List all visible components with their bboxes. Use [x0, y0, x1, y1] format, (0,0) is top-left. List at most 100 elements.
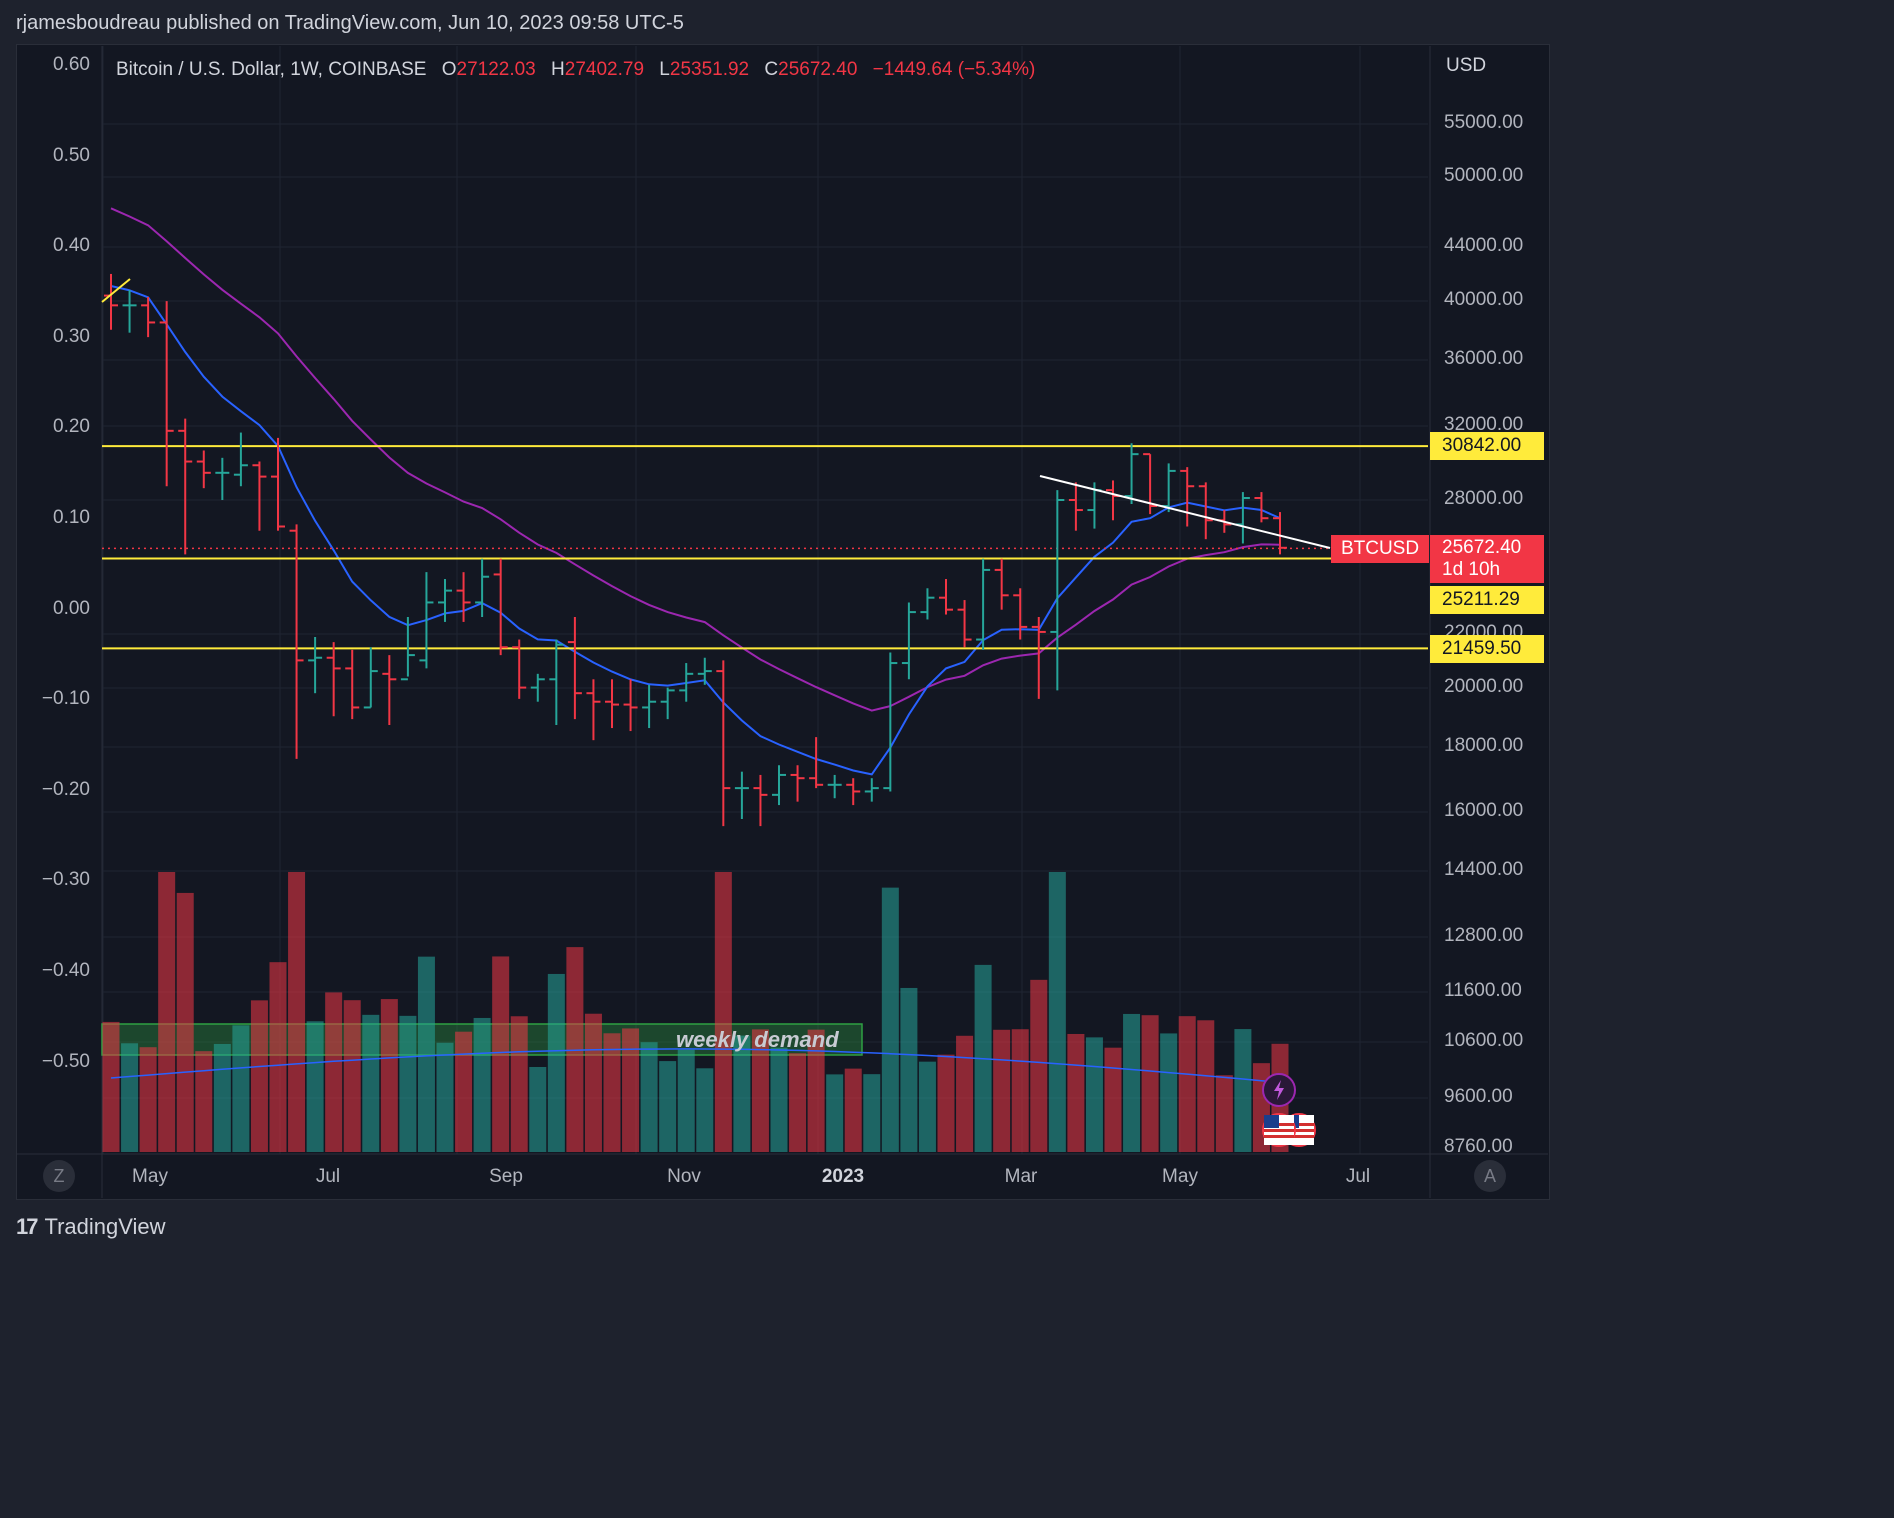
volume-bar — [380, 999, 398, 1152]
right-axis-tick: 10600.00 — [1444, 1030, 1524, 1051]
volume-bar — [770, 1047, 788, 1152]
volume-bar — [789, 1053, 807, 1152]
volume-bar — [603, 1033, 621, 1152]
left-axis-tick: 0.20 — [53, 416, 90, 438]
volume-bar — [306, 1021, 324, 1152]
level-bottom-tag: 21459.50 — [1430, 635, 1544, 663]
volume-bar — [900, 987, 918, 1152]
left-axis-tick: −0.50 — [41, 1050, 90, 1072]
volume-bar — [195, 1051, 213, 1152]
right-axis-tick: 36000.00 — [1444, 348, 1524, 369]
volume-bar — [584, 1013, 602, 1152]
volume-bar — [473, 1017, 491, 1152]
legend-close-label: C — [764, 59, 779, 80]
time-axis-label: Mar — [1004, 1166, 1038, 1187]
volume-bar — [677, 1049, 695, 1152]
left-axis-tick: 0.00 — [53, 597, 90, 619]
legend-open-value: 27122.03 — [456, 59, 536, 80]
publish-header: rjamesboudreau published on TradingView.… — [16, 12, 684, 34]
level-mid-tag: 25211.29 — [1430, 586, 1544, 614]
time-axis-label: May — [132, 1166, 168, 1187]
legend-high-label: H — [551, 59, 565, 80]
ema-fast-line — [110, 285, 1281, 776]
volume-bar — [492, 956, 510, 1152]
volume-bar — [399, 1015, 417, 1152]
volume-bar — [213, 1043, 231, 1152]
volume-bar — [844, 1068, 862, 1152]
auto-scale-toggle-button[interactable]: A — [1474, 1160, 1506, 1192]
volume-bar — [1085, 1037, 1103, 1152]
legend-low-label: L — [659, 59, 670, 80]
volume-bar — [659, 1061, 677, 1152]
weekly-demand-label: weekly demand — [676, 1027, 839, 1052]
volume-bar — [1048, 872, 1066, 1152]
volume-bar — [1030, 979, 1048, 1152]
bar-countdown: 1d 10h — [1442, 559, 1501, 580]
lightning-glyph-icon — [1274, 1080, 1284, 1100]
volume-bar — [881, 887, 899, 1152]
left-axis-tick: 0.50 — [53, 144, 90, 166]
volume-bar — [1234, 1029, 1252, 1152]
volume-bar — [1215, 1075, 1233, 1152]
volume-bar — [510, 1016, 528, 1152]
level-top-tag: 30842.00 — [1430, 432, 1544, 460]
left-scale-toggle-button[interactable]: Z — [43, 1160, 75, 1192]
volume-bar — [733, 1035, 751, 1152]
tradingview-brand-text: TradingView — [44, 1214, 166, 1239]
volume-bar — [547, 973, 565, 1152]
volume-bar — [1067, 1033, 1085, 1152]
right-axis-tick: 50000.00 — [1444, 165, 1524, 186]
volume-bar — [1104, 1047, 1122, 1152]
volume-bar — [640, 1042, 658, 1152]
left-axis-tick: 0.60 — [53, 54, 90, 75]
time-axis-label: Nov — [667, 1166, 701, 1187]
right-axis-tick: 44000.00 — [1444, 235, 1524, 256]
lightning-event-icon[interactable] — [1262, 1073, 1296, 1107]
volume-bar — [1160, 1033, 1178, 1152]
volume-bar — [807, 1029, 825, 1152]
volume-bar — [176, 892, 194, 1152]
last-price-tag: 25672.40 1d 10h — [1430, 535, 1544, 583]
right-axis-tick: 55000.00 — [1444, 112, 1524, 133]
legend-low-value: 25351.92 — [669, 59, 750, 80]
symbol-legend: Bitcoin / U.S. Dollar, 1W, COINBASE O271… — [116, 59, 1035, 81]
left-axis-tick: −0.40 — [41, 960, 90, 981]
right-axis-tick: 18000.00 — [1444, 735, 1524, 756]
left-axis-tick: 0.10 — [53, 507, 90, 528]
right-axis-tick: 40000.00 — [1444, 289, 1524, 310]
price-chart[interactable] — [0, 0, 1568, 1257]
time-axis-label: Sep — [489, 1166, 523, 1187]
last-price-value: 25672.40 — [1442, 537, 1522, 558]
right-axis-tick: 11600.00 — [1444, 980, 1522, 1001]
tradingview-logo[interactable]: 17 TradingView — [16, 1214, 166, 1240]
currency-label[interactable]: USD — [1446, 55, 1487, 76]
volume-bar — [250, 1000, 268, 1152]
ema-slow-line — [110, 207, 1281, 712]
us-flag-icon — [1264, 1115, 1294, 1145]
volume-bar — [269, 962, 287, 1152]
volume-bar — [139, 1047, 157, 1152]
volume-bar — [288, 872, 306, 1152]
right-axis-tick: 14400.00 — [1444, 859, 1524, 880]
right-axis-tick: 12800.00 — [1444, 925, 1524, 946]
left-axis-tick: −0.20 — [41, 778, 90, 800]
time-axis-label: Jul — [315, 1166, 341, 1187]
right-axis-tick: 20000.00 — [1444, 676, 1524, 697]
volume-bar — [121, 1043, 139, 1152]
volume-ma-line — [110, 1048, 1281, 1084]
volume-bar — [417, 956, 435, 1152]
volume-bar — [751, 1029, 769, 1152]
legend-close-value: 25672.40 — [778, 59, 858, 80]
left-axis-tick: −0.30 — [41, 869, 90, 891]
small-trendline — [101, 278, 131, 303]
volume-bar — [918, 1061, 936, 1152]
right-axis-tick: 16000.00 — [1444, 800, 1524, 821]
symbol-tag: BTCUSD — [1331, 535, 1429, 563]
volume-bar — [622, 1028, 640, 1152]
volume-bar — [1141, 1015, 1159, 1152]
volume-bar — [436, 1042, 454, 1152]
us-flag-event-icon-1[interactable] — [1262, 1113, 1296, 1147]
volume-bar — [937, 1054, 955, 1152]
volume-bar — [362, 1014, 380, 1152]
volume-bar — [232, 1025, 250, 1152]
